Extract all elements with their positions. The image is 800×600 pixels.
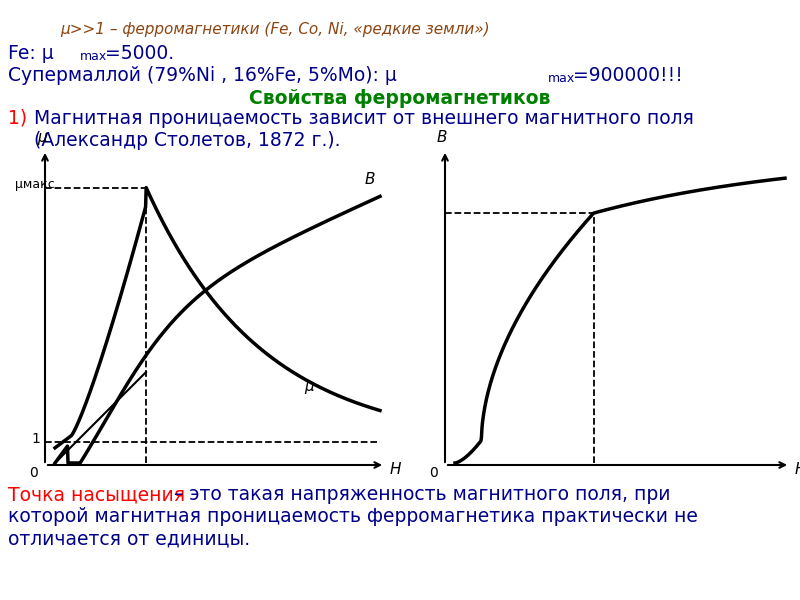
Text: 1: 1 — [31, 432, 40, 446]
Text: μмакс: μмакс — [15, 178, 54, 191]
Text: 0: 0 — [429, 466, 438, 480]
Text: 0: 0 — [29, 466, 38, 480]
Text: 1): 1) — [8, 109, 27, 128]
Text: Магнитная проницаемость зависит от внешнего магнитного поля: Магнитная проницаемость зависит от внешн… — [34, 109, 694, 128]
Text: μ: μ — [304, 379, 314, 394]
Text: B: B — [437, 130, 447, 145]
Text: B: B — [365, 172, 375, 187]
Text: – это такая напряженность магнитного поля, при: – это такая напряженность магнитного пол… — [168, 485, 670, 504]
Text: отличается от единицы.: отличается от единицы. — [8, 529, 250, 548]
Text: Fe: μ: Fe: μ — [8, 44, 54, 63]
Text: =5000.: =5000. — [105, 44, 174, 63]
Text: max: max — [548, 72, 575, 85]
Text: Свойства ферромагнетиков: Свойства ферромагнетиков — [250, 89, 550, 108]
Text: (Александр Столетов, 1872 г.).: (Александр Столетов, 1872 г.). — [34, 131, 341, 150]
Text: Супермаллой (79%Ni , 16%Fe, 5%Mo): μ: Супермаллой (79%Ni , 16%Fe, 5%Mo): μ — [8, 66, 397, 85]
Text: Точка насыщения: Точка насыщения — [8, 485, 185, 504]
Text: =900000!!!: =900000!!! — [573, 66, 683, 85]
Text: μ: μ — [37, 130, 47, 145]
Text: max: max — [80, 50, 107, 63]
Text: которой магнитная проницаемость ферромагнетика практически не: которой магнитная проницаемость ферромаг… — [8, 507, 698, 526]
Text: H: H — [795, 463, 800, 478]
Text: H: H — [390, 463, 402, 478]
Text: μ>>1 – ферромагнетики (Fe, Co, Ni, «редкие земли»): μ>>1 – ферромагнетики (Fe, Co, Ni, «редк… — [60, 22, 490, 37]
